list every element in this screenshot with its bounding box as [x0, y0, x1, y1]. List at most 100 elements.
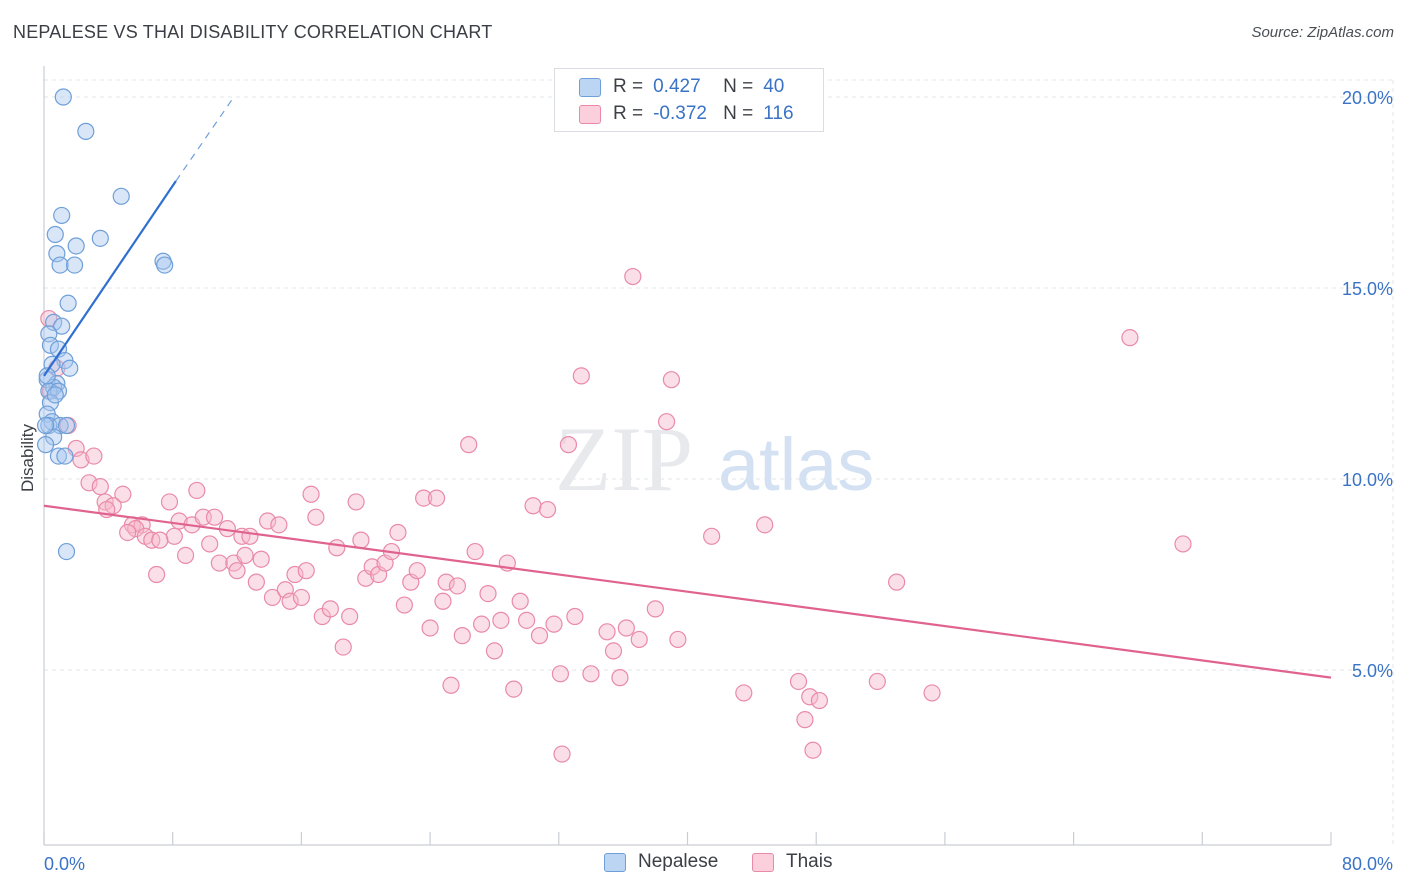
source-label: Source: ZipAtlas.com	[1251, 24, 1394, 41]
thais-point	[114, 485, 132, 503]
legend-n-label: N =	[723, 103, 754, 124]
thais-point	[205, 508, 224, 526]
thais-point	[307, 508, 325, 526]
thais-point	[662, 371, 681, 389]
thais-point	[453, 627, 471, 645]
thais-point	[72, 451, 90, 469]
thais-point	[646, 600, 664, 618]
thais-point	[148, 565, 166, 584]
thais-point	[611, 669, 629, 687]
thais-point	[281, 592, 299, 610]
thais-point	[442, 676, 460, 694]
thais-point	[810, 691, 829, 710]
thais-point	[434, 592, 452, 610]
thais-point	[530, 627, 549, 645]
nepalese-point	[67, 237, 85, 255]
thais-point	[334, 638, 352, 656]
stats-legend: R = 0.427 N = 40 R = -0.372 N = 116	[554, 68, 824, 132]
thais-point	[347, 493, 365, 511]
y-tick-label: 10.0%	[1342, 470, 1393, 490]
watermark-atlas: atlas	[718, 423, 874, 506]
thais-point	[270, 516, 288, 534]
thais-point	[553, 745, 571, 763]
thais-point	[604, 642, 623, 660]
watermark-zip: ZIP	[555, 408, 693, 510]
nepalese-point	[59, 294, 77, 312]
thais-point	[630, 630, 648, 649]
thais-point	[804, 741, 822, 759]
nepalese-point	[38, 367, 56, 385]
thais-point	[888, 573, 906, 591]
thais-point	[286, 565, 304, 584]
thais-point	[551, 665, 570, 683]
nepalese-point	[54, 88, 72, 106]
nepalese-point	[156, 256, 174, 274]
legend-r-label: R =	[613, 103, 644, 124]
thais-point	[538, 500, 557, 519]
thais-point	[518, 611, 536, 629]
tick-labels: 5.0% 10.0% 15.0% 20.0% 0.0% 80.0%	[44, 88, 1393, 874]
thais-point	[505, 680, 523, 698]
thais-point	[545, 615, 563, 633]
thais-point	[657, 413, 676, 431]
thais-point	[789, 672, 808, 691]
thais-point	[868, 672, 886, 691]
thais-point	[165, 527, 183, 545]
nepalese-point	[91, 229, 109, 247]
thais-point	[472, 615, 491, 633]
legend-label-nepalese: Nepalese	[638, 851, 719, 872]
legend-r-value: 0.427	[653, 76, 701, 97]
nepalese-point	[37, 416, 55, 435]
thais-point	[241, 527, 259, 545]
thais-point	[292, 588, 310, 607]
legend-n-label: N =	[723, 76, 754, 97]
thais-point	[801, 688, 819, 706]
thais-point	[479, 584, 497, 603]
thais-point	[252, 550, 270, 568]
x-tick-label: 0.0%	[44, 854, 85, 874]
thais-point	[247, 573, 265, 591]
legend-r-value: -0.372	[653, 103, 707, 124]
legend-label-thais: Thais	[786, 851, 833, 872]
thais-point	[408, 562, 426, 580]
thais-point	[669, 630, 687, 649]
nepalese-point	[77, 122, 95, 140]
thais-point	[352, 531, 370, 549]
thais-point	[923, 684, 941, 702]
x-tick-label: 80.0%	[1342, 854, 1393, 874]
series-nepalese	[37, 88, 174, 561]
nepalese-point	[46, 386, 64, 404]
thais-point	[572, 367, 590, 385]
thais-point	[460, 436, 478, 454]
thais-point	[188, 481, 206, 500]
thais-point	[80, 474, 98, 492]
thais-point	[201, 535, 219, 553]
legend-item-nepalese[interactable]: Nepalese	[604, 851, 718, 873]
trend-lines	[43, 96, 1332, 679]
thais-point	[485, 642, 504, 660]
nepalese-trend-extension	[175, 96, 235, 182]
legend-n-value: 40	[763, 76, 785, 97]
thais-point	[160, 493, 179, 511]
legend-row-nepalese: R = 0.427 N = 40	[579, 74, 784, 100]
thais-point	[176, 546, 195, 565]
thais-point	[263, 588, 282, 607]
legend-row-thais: R = -0.372 N = 116	[579, 101, 794, 127]
thais-point	[448, 577, 467, 595]
legend-item-thais[interactable]: Thais	[752, 851, 832, 873]
y-tick-label: 5.0%	[1352, 661, 1393, 681]
nepalese-point	[46, 225, 64, 244]
legend-r-label: R =	[613, 76, 644, 97]
nepalese-point	[56, 447, 74, 465]
axes	[43, 66, 1332, 846]
nepalese-point	[37, 436, 55, 454]
thais-point	[756, 516, 774, 534]
thais-point	[796, 711, 814, 729]
thais-point	[598, 623, 616, 641]
thais-point	[151, 531, 169, 549]
nepalese-point	[49, 447, 68, 465]
thais-point	[415, 489, 433, 507]
thais-point	[524, 497, 542, 515]
thais-point	[735, 684, 753, 702]
